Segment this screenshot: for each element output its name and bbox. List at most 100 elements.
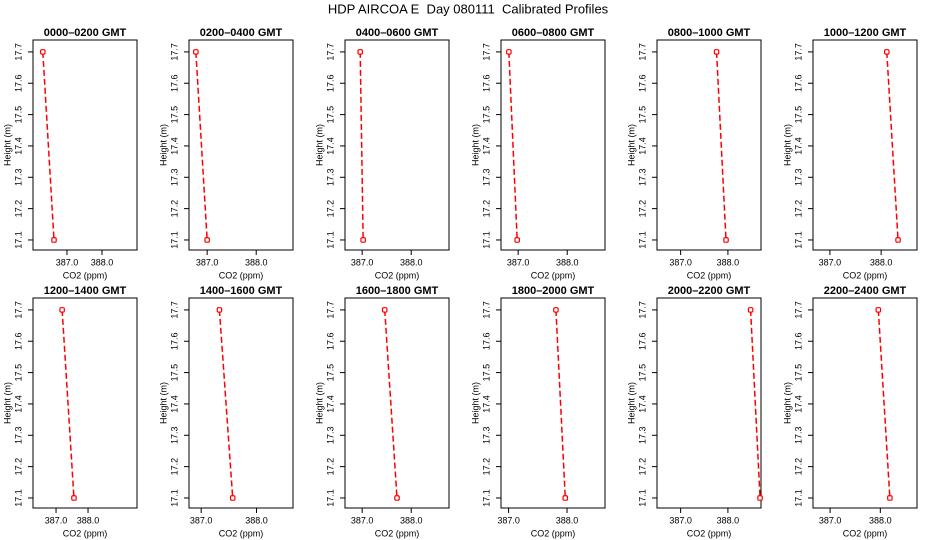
point — [723, 237, 729, 243]
y-tick-label: 17.5 — [637, 364, 647, 382]
x-tick-label: 388.0 — [556, 515, 579, 525]
x-tick-label: 387.0 — [351, 515, 374, 525]
y-tick-label: 17.2 — [13, 200, 23, 218]
y-tick-label: 17.7 — [793, 43, 803, 61]
x-tick-label: 387.0 — [819, 515, 842, 525]
y-axis-label: Height (m) — [782, 124, 792, 166]
y-tick-label: 17.4 — [481, 137, 491, 155]
y-tick-label: 17.3 — [481, 427, 491, 445]
panel-title: 0800–1000 GMT — [668, 27, 751, 39]
y-tick-label: 17.3 — [793, 427, 803, 445]
y-tick-label: 17.5 — [169, 364, 179, 382]
y-tick-label: 17.4 — [169, 137, 179, 155]
plot-frame — [656, 39, 762, 251]
point — [40, 49, 46, 55]
x-axis-label: CO2 (ppm) — [63, 528, 108, 538]
y-tick-label: 17.3 — [169, 427, 179, 445]
y-tick-label: 17.1 — [325, 489, 335, 507]
y-tick-label: 17.7 — [169, 43, 179, 61]
y-tick-label: 17.7 — [637, 43, 647, 61]
plot-frame — [500, 39, 606, 251]
y-tick-label: 17.3 — [169, 169, 179, 187]
panel-title: 0600–0800 GMT — [512, 27, 595, 39]
profile-line — [195, 51, 208, 241]
x-axis-label: CO2 (ppm) — [687, 528, 732, 538]
panel-title: 0200–0400 GMT — [200, 27, 283, 39]
y-tick-label: 17.5 — [481, 364, 491, 382]
x-axis-label: CO2 (ppm) — [63, 270, 108, 280]
y-tick-label: 17.6 — [325, 74, 335, 92]
y-tick-label: 17.2 — [481, 200, 491, 218]
y-axis-label: Height (m) — [2, 124, 12, 166]
x-tick-label: 388.0 — [556, 257, 579, 267]
point — [747, 307, 754, 313]
plot-frame — [344, 297, 450, 509]
x-tick-label: 388.0 — [77, 515, 100, 525]
y-tick-label: 17.3 — [325, 427, 335, 445]
y-tick-label: 17.1 — [793, 231, 803, 249]
point — [506, 49, 512, 55]
profile-line — [218, 309, 234, 499]
x-tick-label: 387.0 — [196, 257, 219, 267]
x-tick-label: 388.0 — [869, 515, 892, 525]
plot-frame — [344, 39, 450, 251]
point — [360, 237, 366, 243]
y-axis-label: Height (m) — [626, 382, 636, 424]
x-tick-label: 388.0 — [717, 257, 740, 267]
y-tick-label: 17.2 — [793, 458, 803, 476]
y-tick-label: 17.4 — [169, 395, 179, 413]
x-axis-label: CO2 (ppm) — [375, 270, 420, 280]
y-axis-label: Height (m) — [158, 124, 168, 166]
profile-line — [886, 51, 899, 241]
y-tick-label: 17.6 — [481, 74, 491, 92]
point — [757, 495, 763, 501]
y-tick-label: 17.7 — [325, 43, 335, 61]
y-tick-label: 17.6 — [13, 74, 23, 92]
y-axis-label: Height (m) — [2, 382, 12, 424]
y-tick-label: 17.1 — [637, 489, 647, 507]
y-tick-label: 17.1 — [481, 489, 491, 507]
y-tick-label: 17.1 — [325, 231, 335, 249]
profile-line — [877, 309, 891, 499]
plot-frame — [500, 297, 606, 509]
y-tick-label: 17.5 — [637, 106, 647, 124]
y-tick-label: 17.4 — [13, 137, 23, 155]
point — [562, 495, 569, 501]
x-tick-label: 388.0 — [717, 515, 740, 525]
y-tick-label: 17.2 — [481, 458, 491, 476]
y-tick-label: 17.6 — [325, 332, 335, 350]
x-tick-label: 388.0 — [400, 515, 423, 525]
point — [357, 49, 364, 55]
y-axis-label: Height (m) — [626, 124, 636, 166]
x-tick-label: 387.0 — [669, 515, 692, 525]
plot-frame — [812, 39, 918, 251]
main-title: HDP AIRCOA E Day 080111 Calibrated Profi… — [328, 1, 609, 16]
x-tick-label: 387.0 — [507, 257, 530, 267]
profile-line — [555, 309, 567, 499]
panel-title: 1200–1400 GMT — [44, 285, 127, 297]
panel-title: 0400–0600 GMT — [356, 27, 439, 39]
point — [883, 49, 890, 55]
y-tick-label: 17.6 — [169, 332, 179, 350]
point — [51, 237, 57, 243]
point — [875, 307, 882, 313]
x-tick-label: 387.0 — [669, 257, 692, 267]
y-tick-label: 17.2 — [793, 200, 803, 218]
y-tick-label: 17.1 — [793, 489, 803, 507]
profile-line — [61, 309, 75, 499]
profile-line — [359, 51, 364, 240]
y-tick-label: 17.5 — [13, 364, 23, 382]
y-tick-label: 17.4 — [481, 395, 491, 413]
x-tick-label: 387.0 — [190, 515, 213, 525]
x-tick-label: 388.0 — [91, 257, 114, 267]
point — [895, 237, 901, 243]
y-tick-label: 17.7 — [13, 43, 23, 61]
y-tick-label: 17.3 — [793, 169, 803, 187]
point — [59, 307, 65, 313]
y-tick-label: 17.3 — [481, 169, 491, 187]
x-tick-label: 387.0 — [56, 257, 79, 267]
point — [381, 307, 388, 313]
y-tick-label: 17.3 — [325, 169, 335, 187]
x-axis-label: CO2 (ppm) — [531, 528, 576, 538]
